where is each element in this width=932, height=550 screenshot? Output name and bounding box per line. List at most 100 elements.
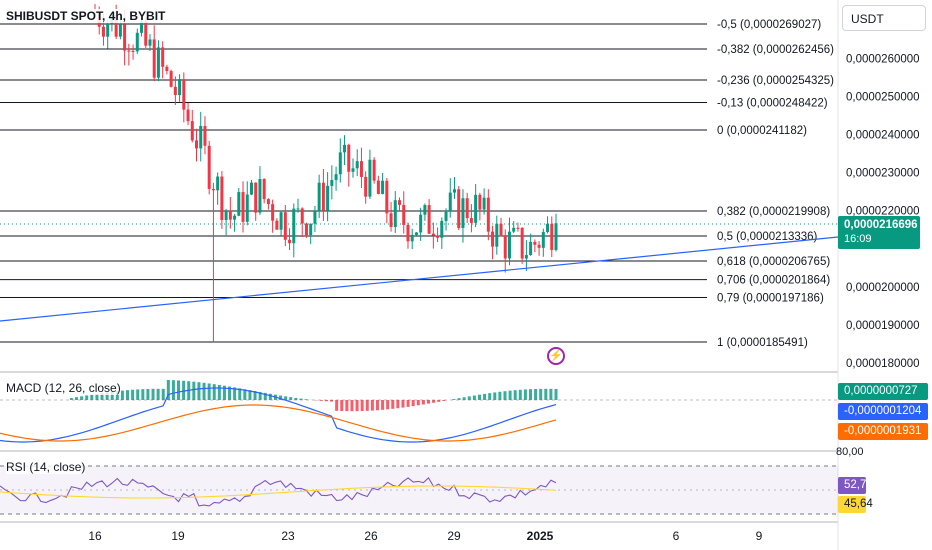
macd-hist-bar — [396, 400, 400, 409]
candle-body — [254, 182, 258, 213]
currency-selector[interactable]: USDT — [842, 5, 926, 31]
candle-body — [262, 179, 266, 200]
candle-body — [351, 168, 355, 172]
macd-hist-bar — [131, 389, 135, 400]
fib-level-label: -0,236 (0,0000254325) — [717, 75, 834, 87]
candle-body — [178, 79, 182, 96]
candle-body — [313, 211, 317, 224]
macd-hist-bar — [406, 400, 410, 407]
macd-hist-bar — [233, 387, 237, 400]
macd-hist-bar — [432, 400, 436, 403]
macd-hist-bar — [375, 400, 379, 411]
candle-body — [546, 223, 550, 232]
candle-body — [127, 50, 131, 52]
candle-body — [436, 235, 440, 238]
macd-hist-bar — [228, 386, 232, 400]
candle-body — [245, 194, 249, 222]
fib-level-label: 1 (0,0000185491) — [717, 337, 808, 349]
macd-hist-bar — [421, 400, 425, 405]
macd-hist-bar — [202, 382, 206, 400]
macd-hist-bar — [360, 400, 364, 412]
macd-hist-bar — [243, 389, 247, 400]
time-tick-label: 2025 — [527, 529, 554, 543]
time-tick-label: 23 — [281, 529, 295, 543]
macd-hist-bar — [518, 389, 522, 400]
macd-hist-bar — [289, 397, 293, 400]
macd-hist-bar — [253, 391, 257, 400]
candle-body — [258, 179, 262, 213]
macd-hist-bar — [197, 382, 201, 400]
price-tick-label: 0,0000200000 — [846, 282, 920, 294]
candle-body — [321, 182, 325, 211]
price-tick-label: 0,0000250000 — [846, 91, 920, 103]
candle-body — [393, 200, 397, 227]
candle-body — [169, 71, 173, 87]
macd-hist-bar — [75, 397, 79, 400]
candle-body — [376, 180, 380, 194]
candle-body — [495, 223, 499, 247]
macd-hist-bar — [549, 388, 553, 400]
macd-hist-bar — [85, 395, 89, 400]
macd-hist-bar — [411, 400, 415, 407]
chart-title: SHIBUSDT SPOT, 4h, BYBIT — [6, 9, 166, 23]
candle-body — [296, 208, 300, 210]
macd-hist-bar — [279, 395, 283, 400]
candle-body — [457, 189, 461, 228]
flash-icon[interactable]: ⚡ — [547, 347, 565, 365]
macd-hist-bar — [416, 400, 420, 406]
macd-hist-bar — [258, 391, 262, 400]
macd-hist-bar — [508, 390, 512, 400]
macd-hist-bar — [386, 400, 390, 410]
candle-body — [355, 161, 359, 169]
candle-body — [507, 231, 511, 259]
fib-level-label: -0,5 (0,0000269027) — [717, 19, 821, 31]
candle-body — [440, 220, 444, 238]
macd-hist-bar — [503, 391, 507, 400]
bar-countdown: 16:09 — [844, 233, 872, 245]
rsi-label[interactable]: RSI (14, close) — [6, 460, 86, 474]
candle-body — [304, 223, 308, 236]
fib-level-label: -0,382 (0,0000262456) — [717, 44, 834, 56]
rsi-band — [0, 466, 838, 514]
trend-line[interactable] — [0, 236, 839, 322]
rsi-level-label: 80,00 — [836, 446, 864, 458]
candle-body — [114, 14, 118, 37]
candle-body — [271, 204, 275, 221]
signal-line — [0, 404, 557, 442]
macd-hist-bar — [381, 400, 385, 410]
price-tick-label: 0,0000260000 — [846, 53, 920, 65]
time-tick-label: 9 — [756, 529, 763, 543]
candle-body — [199, 125, 203, 149]
fib-level-label: -0,13 (0,0000248422) — [717, 97, 828, 109]
price-axis[interactable]: 0,0000260000 0,0000250000 0,0000240000 0,00… — [846, 53, 920, 370]
candle-body — [233, 215, 237, 220]
candle-body — [131, 50, 135, 52]
rsi-value-badge: 52,72 — [838, 477, 873, 494]
candle-body — [279, 212, 283, 230]
candle-body — [368, 159, 372, 197]
candle-body — [326, 185, 330, 211]
candle-body — [512, 227, 516, 232]
candle-body — [152, 39, 156, 78]
candle-body — [474, 194, 478, 223]
candle-body — [423, 205, 427, 215]
macd-hist-bar — [534, 388, 538, 400]
macd-hist-bar — [126, 390, 130, 400]
macd-hist-bar — [370, 400, 374, 411]
candle-body — [499, 223, 503, 236]
fib-level-label: 0,382 (0,0000219908) — [717, 206, 830, 218]
candle-body — [338, 152, 342, 175]
time-axis[interactable]: 16 19 23 26 29 2025 6 9 — [88, 529, 762, 543]
macd-hist-bar — [222, 385, 226, 400]
candle-body — [482, 197, 486, 210]
candles — [93, 4, 558, 342]
macd-hist-bar — [95, 393, 99, 400]
macd-hist-bar — [161, 388, 165, 400]
candle-body — [347, 144, 351, 172]
macd-label[interactable]: MACD (12, 26, close) — [6, 381, 121, 395]
fib-retracement[interactable]: -0,5 (0,0000269027) -0,382 (0,0000262456)… — [0, 19, 834, 349]
candle-body — [469, 218, 473, 223]
macd-hist-bar — [355, 400, 359, 412]
macd-hist-bar — [391, 400, 395, 409]
